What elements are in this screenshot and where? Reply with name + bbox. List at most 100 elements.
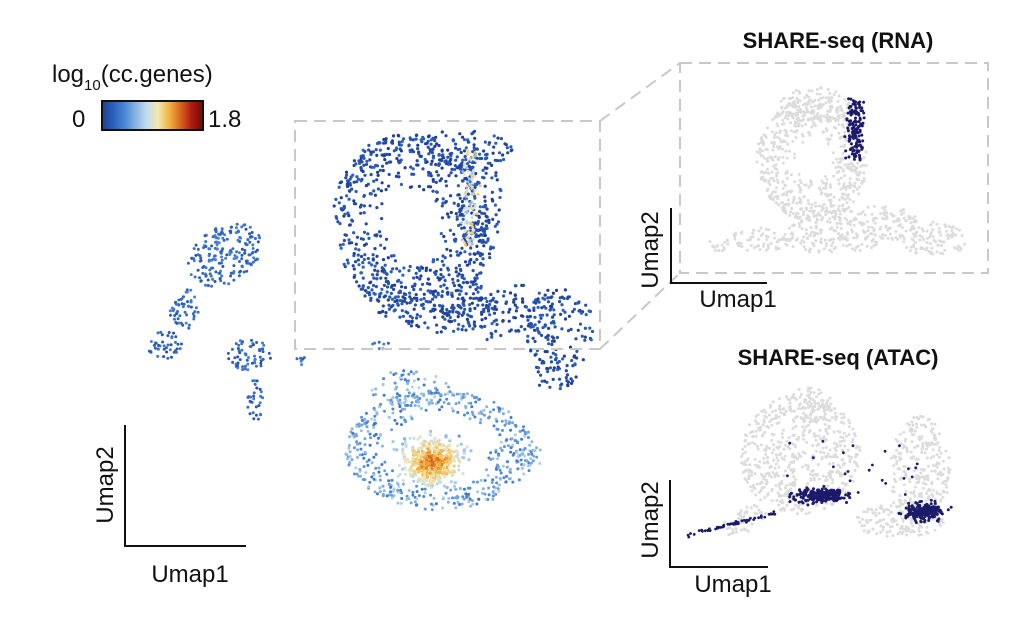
atac-background-point [782,474,786,478]
main-point [575,356,579,360]
atac-background-point [827,473,831,477]
main-point [368,192,372,196]
rna-background-point [791,91,795,95]
main-point [460,135,465,139]
main-point [210,284,214,288]
main-point [557,359,561,364]
main-point [448,439,452,443]
rna-highlight-point [862,100,866,104]
rna-background-point [828,92,832,95]
main-point [429,493,433,497]
main-point [430,502,433,506]
main-point [569,377,573,381]
rna-background-point [829,193,833,196]
main-point [422,306,426,311]
rna-background-point [772,136,776,139]
main-point [523,454,527,458]
atac-umap-plot [686,386,953,539]
atac-background-point [781,428,785,432]
main-point [379,291,383,295]
main-point [240,264,244,268]
main-point [499,333,503,338]
main-point [413,396,417,400]
main-point [368,204,372,208]
main-point [409,165,413,169]
main-point [347,444,351,447]
rna-background-point [914,232,918,235]
main-point [461,239,465,243]
atac-background-point [779,482,783,485]
main-point [474,296,478,300]
main-point [529,457,533,461]
main-point [341,242,345,246]
main-point [401,448,405,452]
main-point [423,507,427,511]
main-point [380,463,384,466]
main-point [347,446,351,450]
main-point [474,154,477,158]
atac-background-point [774,409,778,413]
main-point [404,420,408,424]
main-point [384,139,388,143]
main-point [194,243,198,247]
main-point [245,269,249,273]
rna-background-point [749,244,753,247]
rna-background-point [847,164,850,168]
main-point [526,431,530,435]
main-point [384,188,388,192]
main-point [461,324,465,328]
main-point [370,475,374,479]
main-point [504,422,508,425]
main-point [557,377,562,381]
atac-background-point [908,477,912,481]
atac-background-point [844,434,848,438]
rna-background-point [805,108,809,112]
main-point [374,452,378,456]
main-point [549,355,553,359]
rna-background-point [783,233,787,236]
main-point [461,281,465,285]
main-point [447,215,451,219]
rna-background-point [837,170,841,174]
main-point [403,472,408,476]
main-point [258,387,262,391]
main-point [387,303,391,307]
rna-background-point [869,246,873,250]
main-point [390,139,395,143]
main-point [546,288,550,292]
main-point [403,437,407,441]
atac-background-point [748,463,752,467]
rna-background-point [774,190,778,194]
rna-background-point [801,134,805,138]
rna-background-point [830,250,834,254]
main-point [176,342,180,346]
main-point [378,478,382,482]
main-point [526,318,530,322]
main-point [528,463,532,467]
main-point [425,160,429,164]
main-point [412,379,416,383]
rna-background-point [825,137,829,141]
main-point [478,205,482,209]
main-point [428,147,432,152]
main-point [339,196,343,200]
main-point [468,417,472,421]
main-point [418,469,422,473]
main-point [427,442,431,446]
main-point [460,226,464,230]
main-point [465,199,469,203]
rna-background-point [836,207,840,211]
main-point [509,471,512,474]
main-point [171,309,175,313]
main-point [437,470,441,475]
rna-background-point [888,232,892,236]
main-point [376,170,380,174]
main-point [489,292,493,297]
main-point [252,391,256,395]
main-point [440,405,444,409]
rna-background-point [902,240,906,244]
main-point [400,373,404,377]
rna-background-point [848,181,852,185]
rna-background-point [784,149,788,153]
main-point [355,180,359,184]
